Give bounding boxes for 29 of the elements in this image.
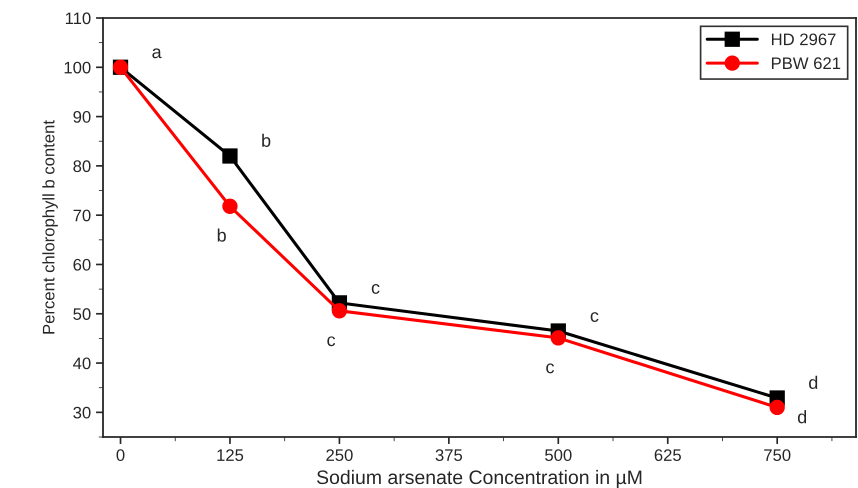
annotation: c	[546, 363, 554, 374]
annotation: c	[327, 336, 336, 346]
y-tick-label: 60	[74, 258, 91, 271]
annotation: d	[809, 376, 818, 390]
annotation: b	[218, 228, 226, 242]
y-tick-label: 30	[73, 406, 91, 419]
annotation: a	[152, 48, 162, 58]
x-tick-label: 750	[764, 449, 790, 462]
x-axis-title: Sodium arsenate Concentration in µM	[316, 470, 642, 488]
legend-label: HD 2967	[772, 33, 836, 46]
y-tick-label: 100	[64, 62, 91, 74]
y-axis-title: Percent chlorophyll b content	[42, 120, 58, 334]
x-tick-label: 125	[217, 449, 244, 462]
y-tick-label: 110	[66, 12, 91, 24]
annotation: c	[590, 312, 598, 322]
x-tick-label: 500	[545, 449, 572, 462]
y-tick-label: 90	[73, 110, 91, 123]
y-tick-label: 40	[73, 357, 91, 370]
x-tick-label: 250	[326, 449, 353, 462]
y-tick-label: 80	[73, 160, 91, 172]
annotation: b	[262, 134, 270, 147]
y-tick-label: 50	[73, 308, 91, 320]
x-tick-label: 625	[654, 449, 681, 462]
x-tick-label: 375	[436, 449, 462, 462]
annotation: d	[798, 410, 806, 424]
legend-label: PBW 621	[772, 57, 840, 70]
y-tick-label: 70	[74, 210, 91, 222]
annotation: c	[372, 284, 380, 294]
x-tick-label: 0	[116, 449, 124, 462]
